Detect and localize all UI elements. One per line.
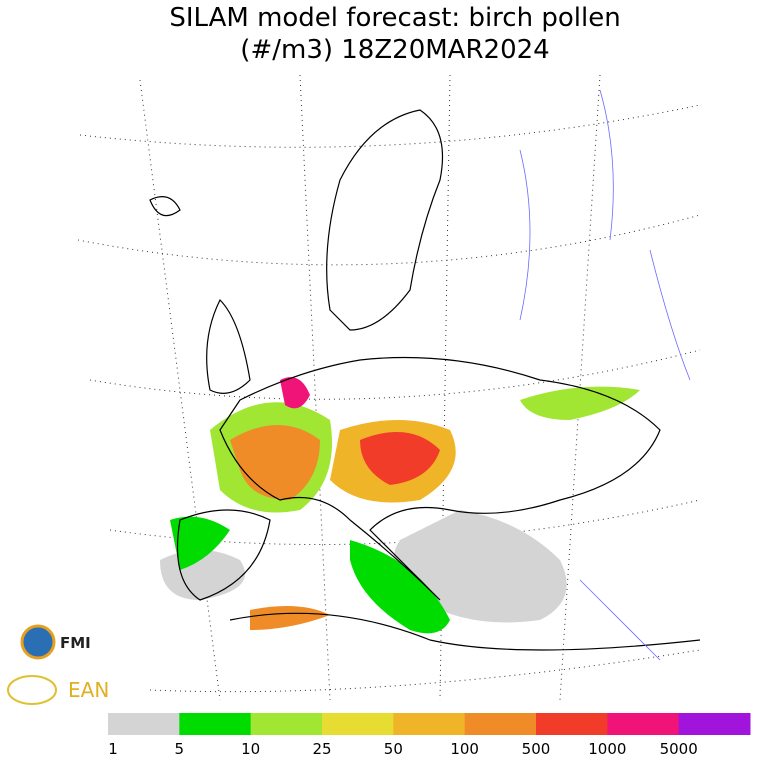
colorbar-label: 1000 xyxy=(588,740,626,758)
coastlines xyxy=(149,109,701,651)
colorbar-label: 25 xyxy=(312,740,331,758)
logo-text: FMI xyxy=(60,634,91,652)
colorbar-segment xyxy=(678,713,751,735)
colorbar-segment xyxy=(108,713,180,735)
colorbar-label: 5 xyxy=(175,740,185,758)
ean-logo-icon xyxy=(7,675,57,705)
fmi-logo-icon xyxy=(20,624,56,660)
title-line: SILAM model forecast: birch pollen xyxy=(169,3,620,33)
title-line: (#/m3) 18Z20MAR2024 xyxy=(240,35,549,65)
colorbar-label: 100 xyxy=(450,740,479,758)
colorbar-segment xyxy=(179,713,252,735)
colorbar: 1 5 10 25 50 100 500 1000 5000 xyxy=(108,713,751,758)
colorbar-segment xyxy=(393,713,466,735)
colorbar-label: 10 xyxy=(241,740,260,758)
colorbar-segment xyxy=(607,713,680,735)
pollen-field xyxy=(160,377,640,634)
colorbar-segment xyxy=(536,713,608,735)
colorbar-segment xyxy=(250,713,323,735)
colorbar-label: 1 xyxy=(108,740,118,758)
logo-text: EAN xyxy=(68,678,109,702)
rivers xyxy=(519,89,691,661)
colorbar-segment xyxy=(464,713,537,735)
colorbar-label: 5000 xyxy=(660,740,698,758)
colorbar-label: 500 xyxy=(522,740,551,758)
logos: FMI EAN xyxy=(7,624,109,705)
colorbar-segment xyxy=(322,713,394,735)
colorbar-label: 50 xyxy=(384,740,403,758)
